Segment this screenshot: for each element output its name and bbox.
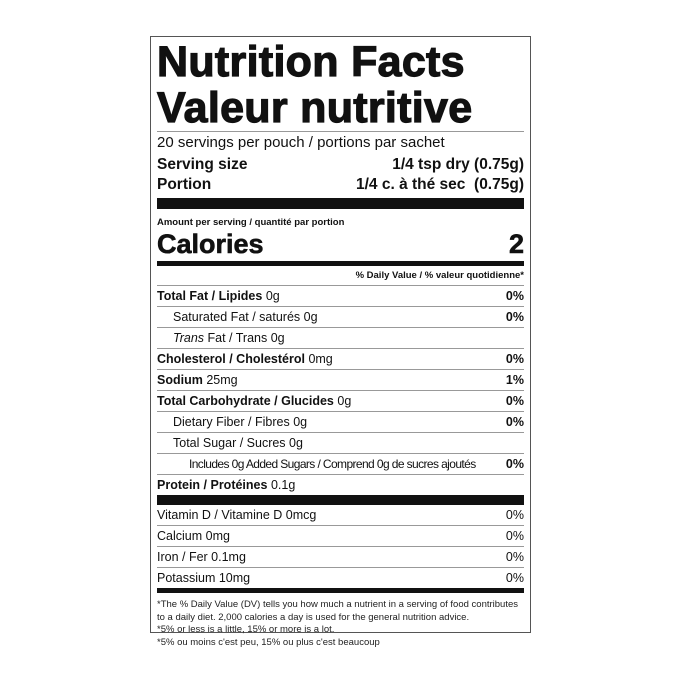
vitamin-name: Iron / Fer 0.1mg	[157, 550, 246, 564]
thick-divider	[157, 198, 524, 209]
nutrient-label: Saturated Fat / saturés	[173, 310, 301, 324]
nutrient-name: Dietary Fiber / Fibres 0g	[157, 415, 307, 429]
medium-divider	[157, 588, 524, 593]
footnote: *The % Daily Value (DV) tells you how mu…	[157, 599, 518, 623]
vitamin-name: Potassium 10mg	[157, 571, 251, 585]
vitamin-row: Calcium 0mg 0%	[157, 525, 524, 546]
nutrient-amount: 0g	[293, 415, 308, 429]
nutrient-label: Total Fat / Lipides	[157, 289, 263, 303]
vitamin-name: Vitamin D / Vitamine D 0mcg	[157, 508, 317, 522]
vitamin-list: Vitamin D / Vitamine D 0mcg 0% Calcium 0mg…	[157, 505, 524, 588]
footnote: *5% ou moins c'est peu, 15% ou plus c'es…	[157, 636, 380, 648]
nutrient-row: Includes 0g Added Sugars / Comprend 0g d…	[157, 453, 524, 474]
nutrient-row: Protein / Protéines 0.1g	[157, 474, 524, 495]
serving-size-label: Serving size	[157, 156, 248, 173]
footnote: *5% or less is a little, 15% or more is …	[157, 624, 335, 635]
nutrient-name: Total Carbohydrate / Glucides 0g	[157, 394, 351, 408]
nutrient-row: Total Carbohydrate / Glucides 0g 0%	[157, 390, 524, 411]
nutrient-label: Trans	[173, 331, 205, 345]
vitamin-daily-value: 0%	[505, 550, 524, 564]
nutrient-amount: 0mg	[308, 352, 333, 366]
vitamin-name: Calcium 0mg	[157, 529, 230, 543]
nutrient-label-rest: Fat / Trans	[204, 331, 268, 345]
nutrient-daily-value: 1%	[505, 373, 524, 387]
nutrient-daily-value: 0%	[505, 394, 524, 408]
nutrient-name: Total Sugar / Sucres 0g	[157, 436, 303, 450]
calories-row: Calories 2	[157, 228, 525, 259]
nutrient-row: Total Fat / Lipides 0g 0%	[157, 285, 524, 306]
vitamin-row: Vitamin D / Vitamine D 0mcg 0%	[157, 505, 524, 525]
vitamin-row: Iron / Fer 0.1mg 0%	[157, 546, 524, 567]
nutrient-name: Protein / Protéines 0.1g	[157, 478, 295, 492]
nutrient-row: Trans Fat / Trans 0g	[157, 327, 524, 348]
nutrient-label: Total Sugar / Sucres	[173, 436, 286, 450]
nutrient-amount: 0g	[265, 289, 280, 303]
nutrient-row: Saturated Fat / saturés 0g 0%	[157, 306, 524, 327]
medium-divider	[157, 261, 524, 266]
footnotes: *The % Daily Value (DV) tells you how mu…	[157, 599, 524, 649]
title-french: Valeur nutritive	[156, 84, 473, 132]
portion-label: Portion	[157, 176, 212, 193]
title-english: Nutrition Facts	[156, 38, 465, 86]
nutrient-name: Sodium 25mg	[157, 373, 238, 387]
nutrient-daily-value: 0%	[505, 289, 524, 303]
calories-value: 2	[508, 228, 525, 259]
nutrient-name: Total Fat / Lipides 0g	[157, 289, 280, 303]
vitamin-daily-value: 0%	[505, 508, 524, 522]
nutrient-label: Dietary Fiber / Fibres	[173, 415, 290, 429]
vitamin-daily-value: 0%	[505, 529, 524, 543]
thick-divider	[157, 495, 524, 505]
portion-row: Portion 1/4 c. à thé sec (0.75g)	[157, 175, 524, 195]
nutrient-row: Sodium 25mg 1%	[157, 369, 524, 390]
serving-size-row: Serving size 1/4 tsp dry (0.75g)	[157, 155, 524, 175]
vitamin-daily-value: 0%	[505, 571, 524, 585]
nutrient-amount: 0g	[270, 331, 285, 345]
nutrient-name: Includes 0g Added Sugars / Comprend 0g d…	[157, 457, 476, 471]
nutrient-amount: 0.1g	[270, 478, 296, 492]
nutrition-facts-label: Nutrition Facts Valeur nutritive 20 serv…	[150, 36, 531, 648]
nutrient-label: Includes 0g Added Sugars / Comprend 0g d…	[189, 457, 476, 471]
divider	[157, 131, 524, 132]
portion-value: 1/4 c. à thé sec (0.75g)	[355, 176, 524, 193]
nutrient-name: Cholesterol / Cholestérol 0mg	[157, 352, 333, 366]
nutrient-amount: 0g	[289, 436, 303, 450]
nutrient-daily-value: 0%	[505, 457, 524, 471]
serving-size-value: 1/4 tsp dry (0.75g)	[392, 156, 524, 173]
vitamin-row: Potassium 10mg 0%	[157, 567, 524, 588]
nutrient-row: Dietary Fiber / Fibres 0g 0%	[157, 411, 524, 432]
nutrient-daily-value: 0%	[505, 352, 524, 366]
nutrient-amount: 0g	[337, 394, 352, 408]
nutrient-list: Total Fat / Lipides 0g 0% Saturated Fat / …	[157, 285, 524, 495]
nutrient-daily-value: 0%	[505, 415, 524, 429]
servings-per-container: 20 servings per pouch / portions par sac…	[157, 134, 445, 151]
nutrient-amount: 25mg	[206, 373, 238, 387]
nutrient-label: Total Carbohydrate / Glucides	[157, 394, 334, 408]
nutrient-name: Saturated Fat / saturés 0g	[157, 310, 318, 324]
amount-per-serving: Amount per serving / quantité par portio…	[157, 217, 345, 228]
nutrient-row: Cholesterol / Cholestérol 0mg 0%	[157, 348, 524, 369]
nutrient-label: Cholesterol / Cholestérol	[157, 352, 305, 366]
calories-label: Calories	[157, 228, 264, 259]
daily-value-header: % Daily Value / % valeur quotidienne*	[355, 270, 524, 281]
nutrient-label: Sodium	[157, 373, 203, 387]
nutrient-row: Total Sugar / Sucres 0g	[157, 432, 524, 453]
nutrient-label: Protein / Protéines	[157, 478, 268, 492]
nutrient-daily-value: 0%	[505, 310, 524, 324]
nutrient-amount: 0g	[303, 310, 318, 324]
nutrient-name: Trans Fat / Trans 0g	[157, 331, 285, 345]
